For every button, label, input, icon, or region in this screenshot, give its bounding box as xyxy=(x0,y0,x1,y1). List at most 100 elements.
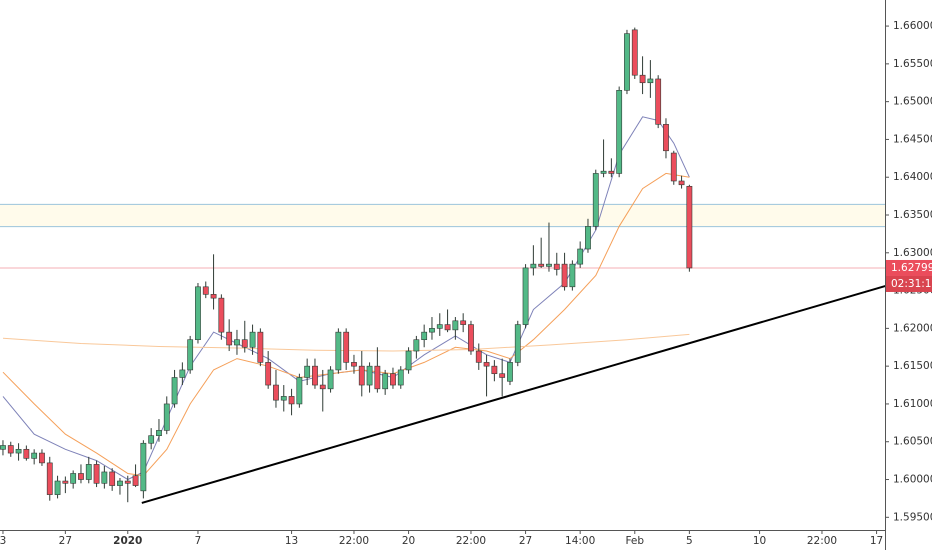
candle-body xyxy=(343,331,350,363)
candle-body xyxy=(475,350,482,363)
x-tick-label: 14:00 xyxy=(565,535,595,547)
trendline xyxy=(141,285,886,504)
y-tick-label: 1.59500 xyxy=(893,511,932,523)
candle-body xyxy=(670,152,677,182)
candle-body xyxy=(241,339,248,348)
candle-body xyxy=(366,365,373,386)
candle-body xyxy=(678,180,685,186)
x-tick-label: 3 xyxy=(0,535,6,547)
candle-body xyxy=(413,339,420,352)
candle-body xyxy=(639,74,646,84)
price-tag xyxy=(886,259,932,276)
candle-body xyxy=(327,369,334,390)
candle-body xyxy=(397,369,404,386)
x-tick-label: 10 xyxy=(753,535,766,547)
candle-body xyxy=(600,170,607,174)
candle-body xyxy=(382,373,389,390)
candle-body xyxy=(218,297,225,333)
candle-body xyxy=(499,373,506,378)
candle-body xyxy=(265,362,272,386)
candle-body xyxy=(85,464,92,480)
countdown-tag xyxy=(886,275,932,292)
candle-body xyxy=(374,365,381,390)
candle-body xyxy=(273,384,279,401)
candle-body xyxy=(187,339,194,371)
candle-body xyxy=(101,471,108,484)
countdown-label: 02:31:19 xyxy=(891,278,932,290)
candle-body xyxy=(70,473,77,484)
candle-body xyxy=(631,29,638,76)
x-tick-label: 5 xyxy=(686,535,693,547)
candle-body xyxy=(507,362,513,382)
candle-body xyxy=(0,445,6,450)
y-tick-label: 1.61500 xyxy=(893,360,932,372)
y-tick-label: 1.65500 xyxy=(893,58,932,70)
candle-body xyxy=(54,480,61,495)
candle-body xyxy=(296,377,303,405)
candle-body xyxy=(436,324,443,329)
candle-body xyxy=(249,331,256,348)
candle-body xyxy=(124,480,131,484)
candle-body xyxy=(62,480,69,484)
y-tick-label: 1.62000 xyxy=(893,322,932,334)
candle-body xyxy=(429,328,435,333)
candle-body xyxy=(15,448,22,454)
candle-body xyxy=(405,350,412,371)
y-tick-label: 1.64000 xyxy=(893,171,932,183)
candle-body xyxy=(358,365,365,386)
candle-body xyxy=(452,320,459,331)
candle-body xyxy=(163,403,170,431)
candle-body xyxy=(171,377,178,405)
candle-body xyxy=(553,263,560,270)
candle-body xyxy=(460,320,467,325)
candle-body xyxy=(319,384,326,390)
time-axis-bg xyxy=(0,530,885,550)
x-tick-label: 22:00 xyxy=(807,535,837,547)
y-tick-label: 1.61000 xyxy=(893,398,932,410)
x-tick-label: 13 xyxy=(285,535,298,547)
candle-body xyxy=(616,90,623,174)
x-tick-label: 20 xyxy=(402,535,415,547)
y-tick-label: 1.60500 xyxy=(893,436,932,448)
candle-body xyxy=(585,226,591,250)
candle-body xyxy=(546,263,552,267)
candle-body xyxy=(179,369,186,378)
x-tick-label: Feb xyxy=(625,535,644,547)
candle-body xyxy=(288,396,295,405)
candle-body xyxy=(234,339,240,346)
candle-body xyxy=(624,33,630,91)
candle-body xyxy=(647,78,654,84)
moving-average xyxy=(2,333,690,352)
y-tick-label: 1.66000 xyxy=(893,20,932,32)
candle-body xyxy=(514,324,521,363)
candle-body xyxy=(522,267,529,325)
y-tick-label: 1.60000 xyxy=(893,474,932,486)
y-tick-label: 1.64500 xyxy=(893,133,932,145)
moving-average xyxy=(2,116,690,481)
candle-body xyxy=(23,448,30,459)
x-tick-label: 27 xyxy=(59,535,72,547)
x-tick-label: 7 xyxy=(195,535,202,547)
candle-body xyxy=(78,473,84,480)
candle-body xyxy=(280,396,287,401)
candle-body xyxy=(132,475,139,486)
candle-body xyxy=(444,324,451,331)
candle-body xyxy=(202,286,209,295)
candle-body xyxy=(148,435,155,444)
x-tick-label: 2020 xyxy=(113,535,142,547)
candle-body xyxy=(577,248,584,265)
candle-body xyxy=(351,362,357,367)
candle-body xyxy=(140,442,147,492)
candle-body xyxy=(156,430,162,436)
candle-body xyxy=(7,445,14,454)
candle-body xyxy=(561,263,568,288)
x-tick-label: 22:00 xyxy=(339,535,369,547)
candle-body xyxy=(592,173,599,227)
candle-body xyxy=(109,471,116,486)
x-tick-label: 22:00 xyxy=(456,535,486,547)
candle-body xyxy=(226,331,233,346)
x-tick-label: 27 xyxy=(519,535,532,547)
price-tag-label: 1.62799 xyxy=(891,262,932,274)
candle-body xyxy=(312,365,318,386)
